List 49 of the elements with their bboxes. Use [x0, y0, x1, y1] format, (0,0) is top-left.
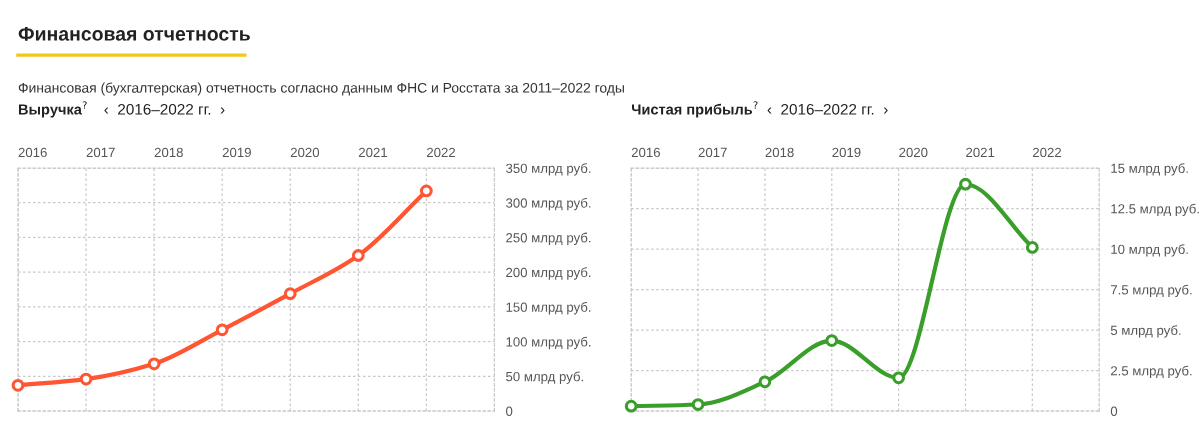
point	[624, 399, 638, 413]
y-tick-label: 15 млрд руб.	[1111, 163, 1188, 176]
x-tick-label: 2021	[358, 147, 387, 158]
x-tick-label: 2016	[631, 147, 660, 158]
text: ‹ 2016–2022 гг. ›	[104, 103, 225, 115]
text: Финансовая отчетность	[18, 27, 250, 41]
y-tick-label: 200 млрд руб.	[506, 267, 591, 280]
y-tick-label: 0	[506, 406, 513, 416]
y-tick-label: 300 млрд руб.	[506, 197, 591, 211]
point	[1025, 241, 1039, 254]
y-tick-label: 7.5 млрд руб.	[1110, 284, 1192, 298]
x-tick-label: 2016	[18, 147, 47, 158]
chart-title: Чистая прибыль$^{?}$	[631, 101, 758, 118]
y-tick-label: 0	[1110, 406, 1118, 416]
point	[147, 357, 161, 371]
x-tick-label: 2018	[765, 147, 794, 158]
x-tick-label: 2022	[1033, 147, 1062, 158]
y-tick-label: 100 млрд руб.	[506, 336, 591, 350]
x-tick-label: 2020	[290, 147, 320, 158]
x-tick-label: 2018	[154, 147, 183, 158]
point	[419, 184, 433, 198]
point	[892, 371, 906, 385]
y-tick-label: 5 млрд руб.	[1110, 325, 1181, 338]
y-tick-label: 350 млрд руб.	[506, 163, 591, 176]
x-tick-label: 2021	[966, 147, 995, 158]
x-tick-label: 2020	[899, 147, 928, 158]
x-tick-label: 2019	[222, 147, 251, 158]
y-tick-label: 50 млрд руб.	[506, 371, 583, 384]
y-tick-label: 150 млрд руб.	[506, 302, 591, 315]
point	[691, 398, 705, 411]
y-tick-label: 12.5 млрд руб.	[1111, 203, 1199, 217]
y-tick-label: 2.5 млрд руб.	[1110, 365, 1192, 379]
x-tick-label: 2022	[427, 147, 456, 158]
x-tick-label: 2017	[86, 147, 115, 158]
point	[283, 287, 297, 301]
x-tick-label: 2017	[698, 147, 727, 158]
point	[959, 177, 972, 191]
point	[351, 249, 365, 262]
point	[11, 378, 25, 392]
point	[215, 323, 229, 337]
y-tick-label: 10 млрд руб.	[1111, 244, 1188, 257]
point	[758, 375, 772, 389]
text: Финансовая (бухгалтерская) отчетность согласно данным ФНС и Росстата за 2011–2022 годы	[18, 82, 624, 96]
chart-title: Выручка$^{?}$	[18, 101, 87, 118]
point	[825, 334, 839, 347]
point	[79, 372, 93, 386]
y-tick-label: 250 млрд руб.	[506, 232, 591, 246]
x-tick-label: 2019	[832, 147, 861, 158]
text: ‹ 2016–2022 гг. ›	[767, 103, 888, 115]
